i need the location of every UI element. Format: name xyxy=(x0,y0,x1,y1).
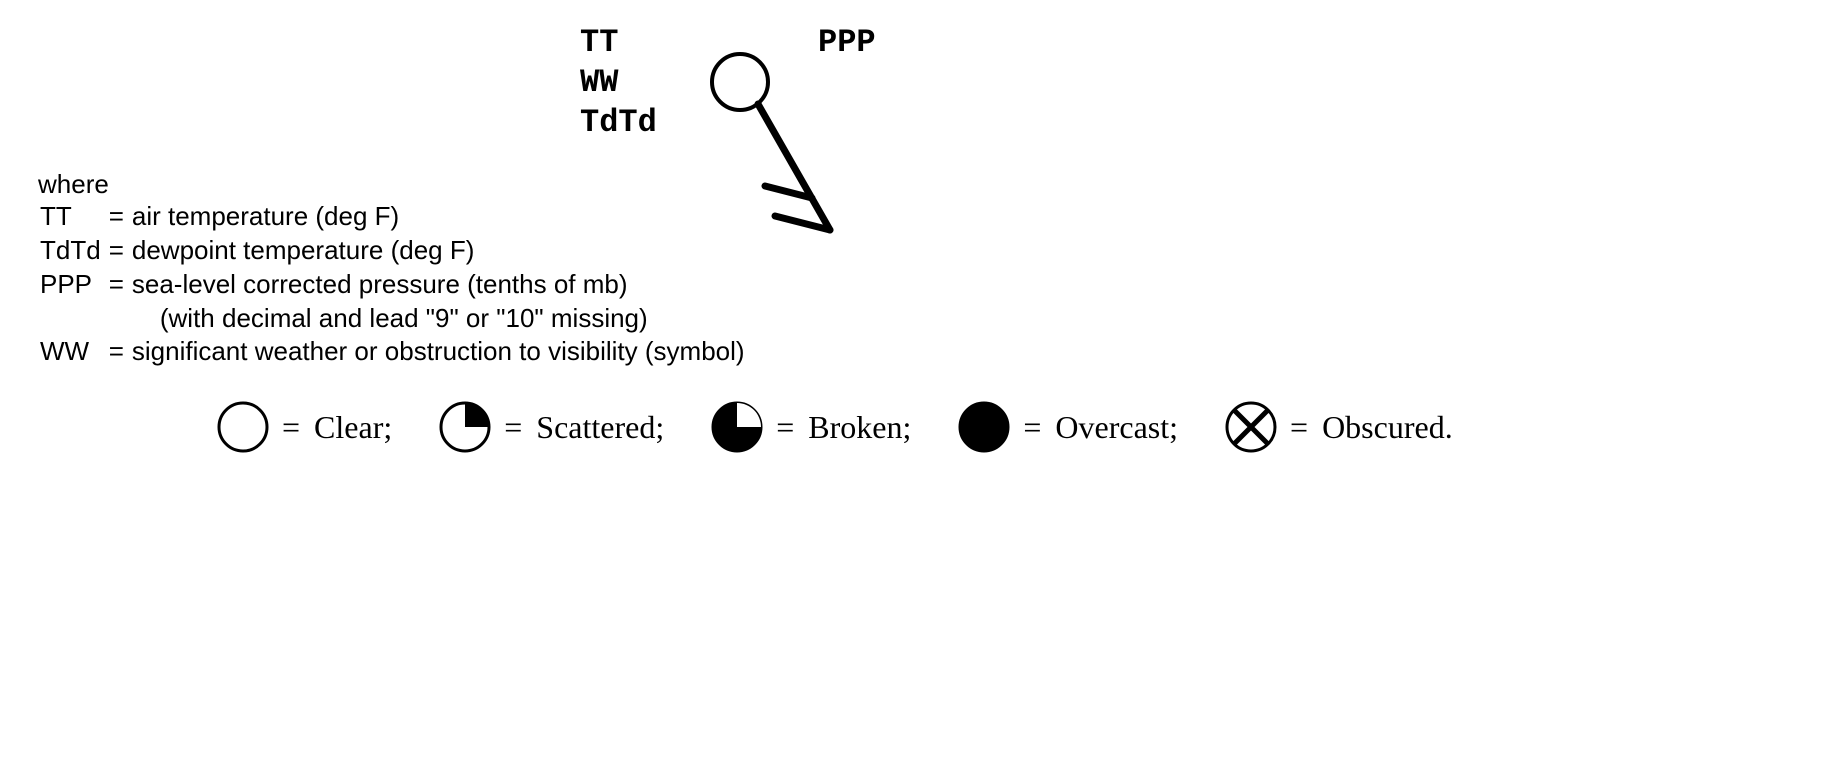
legend-item-broken: = Broken; xyxy=(710,400,911,454)
definition-desc: sea-level corrected pressure (tenths of … xyxy=(132,270,751,302)
legend-item-obscured: = Obscured. xyxy=(1224,400,1453,454)
legend-eq: = xyxy=(776,409,794,446)
definition-code: WW xyxy=(40,337,107,369)
wind-barb-icon xyxy=(758,104,830,230)
legend-eq: = xyxy=(1290,409,1308,446)
legend-label: Clear xyxy=(314,409,383,445)
legend-label: Overcast xyxy=(1055,409,1169,445)
definitions-block: where TT = air temperature (deg F) TdTd … xyxy=(38,170,753,371)
definition-row: TT = air temperature (deg F) xyxy=(40,202,751,234)
legend-trailing: ; xyxy=(655,409,664,445)
definition-code: TT xyxy=(40,202,107,234)
definition-desc: dewpoint temperature (deg F) xyxy=(132,236,751,268)
definition-code: PPP xyxy=(40,270,107,302)
legend-item-scattered: = Scattered; xyxy=(438,400,664,454)
legend-trailing: ; xyxy=(902,409,911,445)
definition-eq: = xyxy=(109,270,130,302)
legend-label: Broken xyxy=(808,409,902,445)
definitions-heading: where xyxy=(38,170,753,200)
legend-label: Obscured xyxy=(1322,409,1445,445)
definition-desc: (with decimal and lead "9" or "10" missi… xyxy=(132,304,751,336)
definition-eq: = xyxy=(109,236,130,268)
legend-eq: = xyxy=(282,409,300,446)
legend-trailing: ; xyxy=(1169,409,1178,445)
legend-eq: = xyxy=(504,409,522,446)
obscured-icon xyxy=(1224,400,1278,454)
definition-eq: = xyxy=(109,337,130,369)
legend-trailing: ; xyxy=(383,409,392,445)
overcast-icon xyxy=(957,400,1011,454)
scattered-icon xyxy=(438,400,492,454)
sky-cover-legend: = Clear; = Scattered; = Broken; = Overca… xyxy=(216,400,1453,454)
definition-row: TdTd = dewpoint temperature (deg F) xyxy=(40,236,751,268)
legend-item-overcast: = Overcast; xyxy=(957,400,1178,454)
clear-icon xyxy=(216,400,270,454)
definition-desc: air temperature (deg F) xyxy=(132,202,751,234)
definition-row: (with decimal and lead "9" or "10" missi… xyxy=(40,304,751,336)
legend-eq: = xyxy=(1023,409,1041,446)
definition-desc: significant weather or obstruction to vi… xyxy=(132,337,751,369)
legend-trailing: . xyxy=(1445,409,1453,445)
broken-icon xyxy=(710,400,764,454)
definition-code: TdTd xyxy=(40,236,107,268)
definition-row: PPP = sea-level corrected pressure (tent… xyxy=(40,270,751,302)
definition-eq: = xyxy=(109,202,130,234)
definition-row: WW = significant weather or obstruction … xyxy=(40,337,751,369)
legend-item-clear: = Clear; xyxy=(216,400,392,454)
legend-label: Scattered xyxy=(536,409,655,445)
